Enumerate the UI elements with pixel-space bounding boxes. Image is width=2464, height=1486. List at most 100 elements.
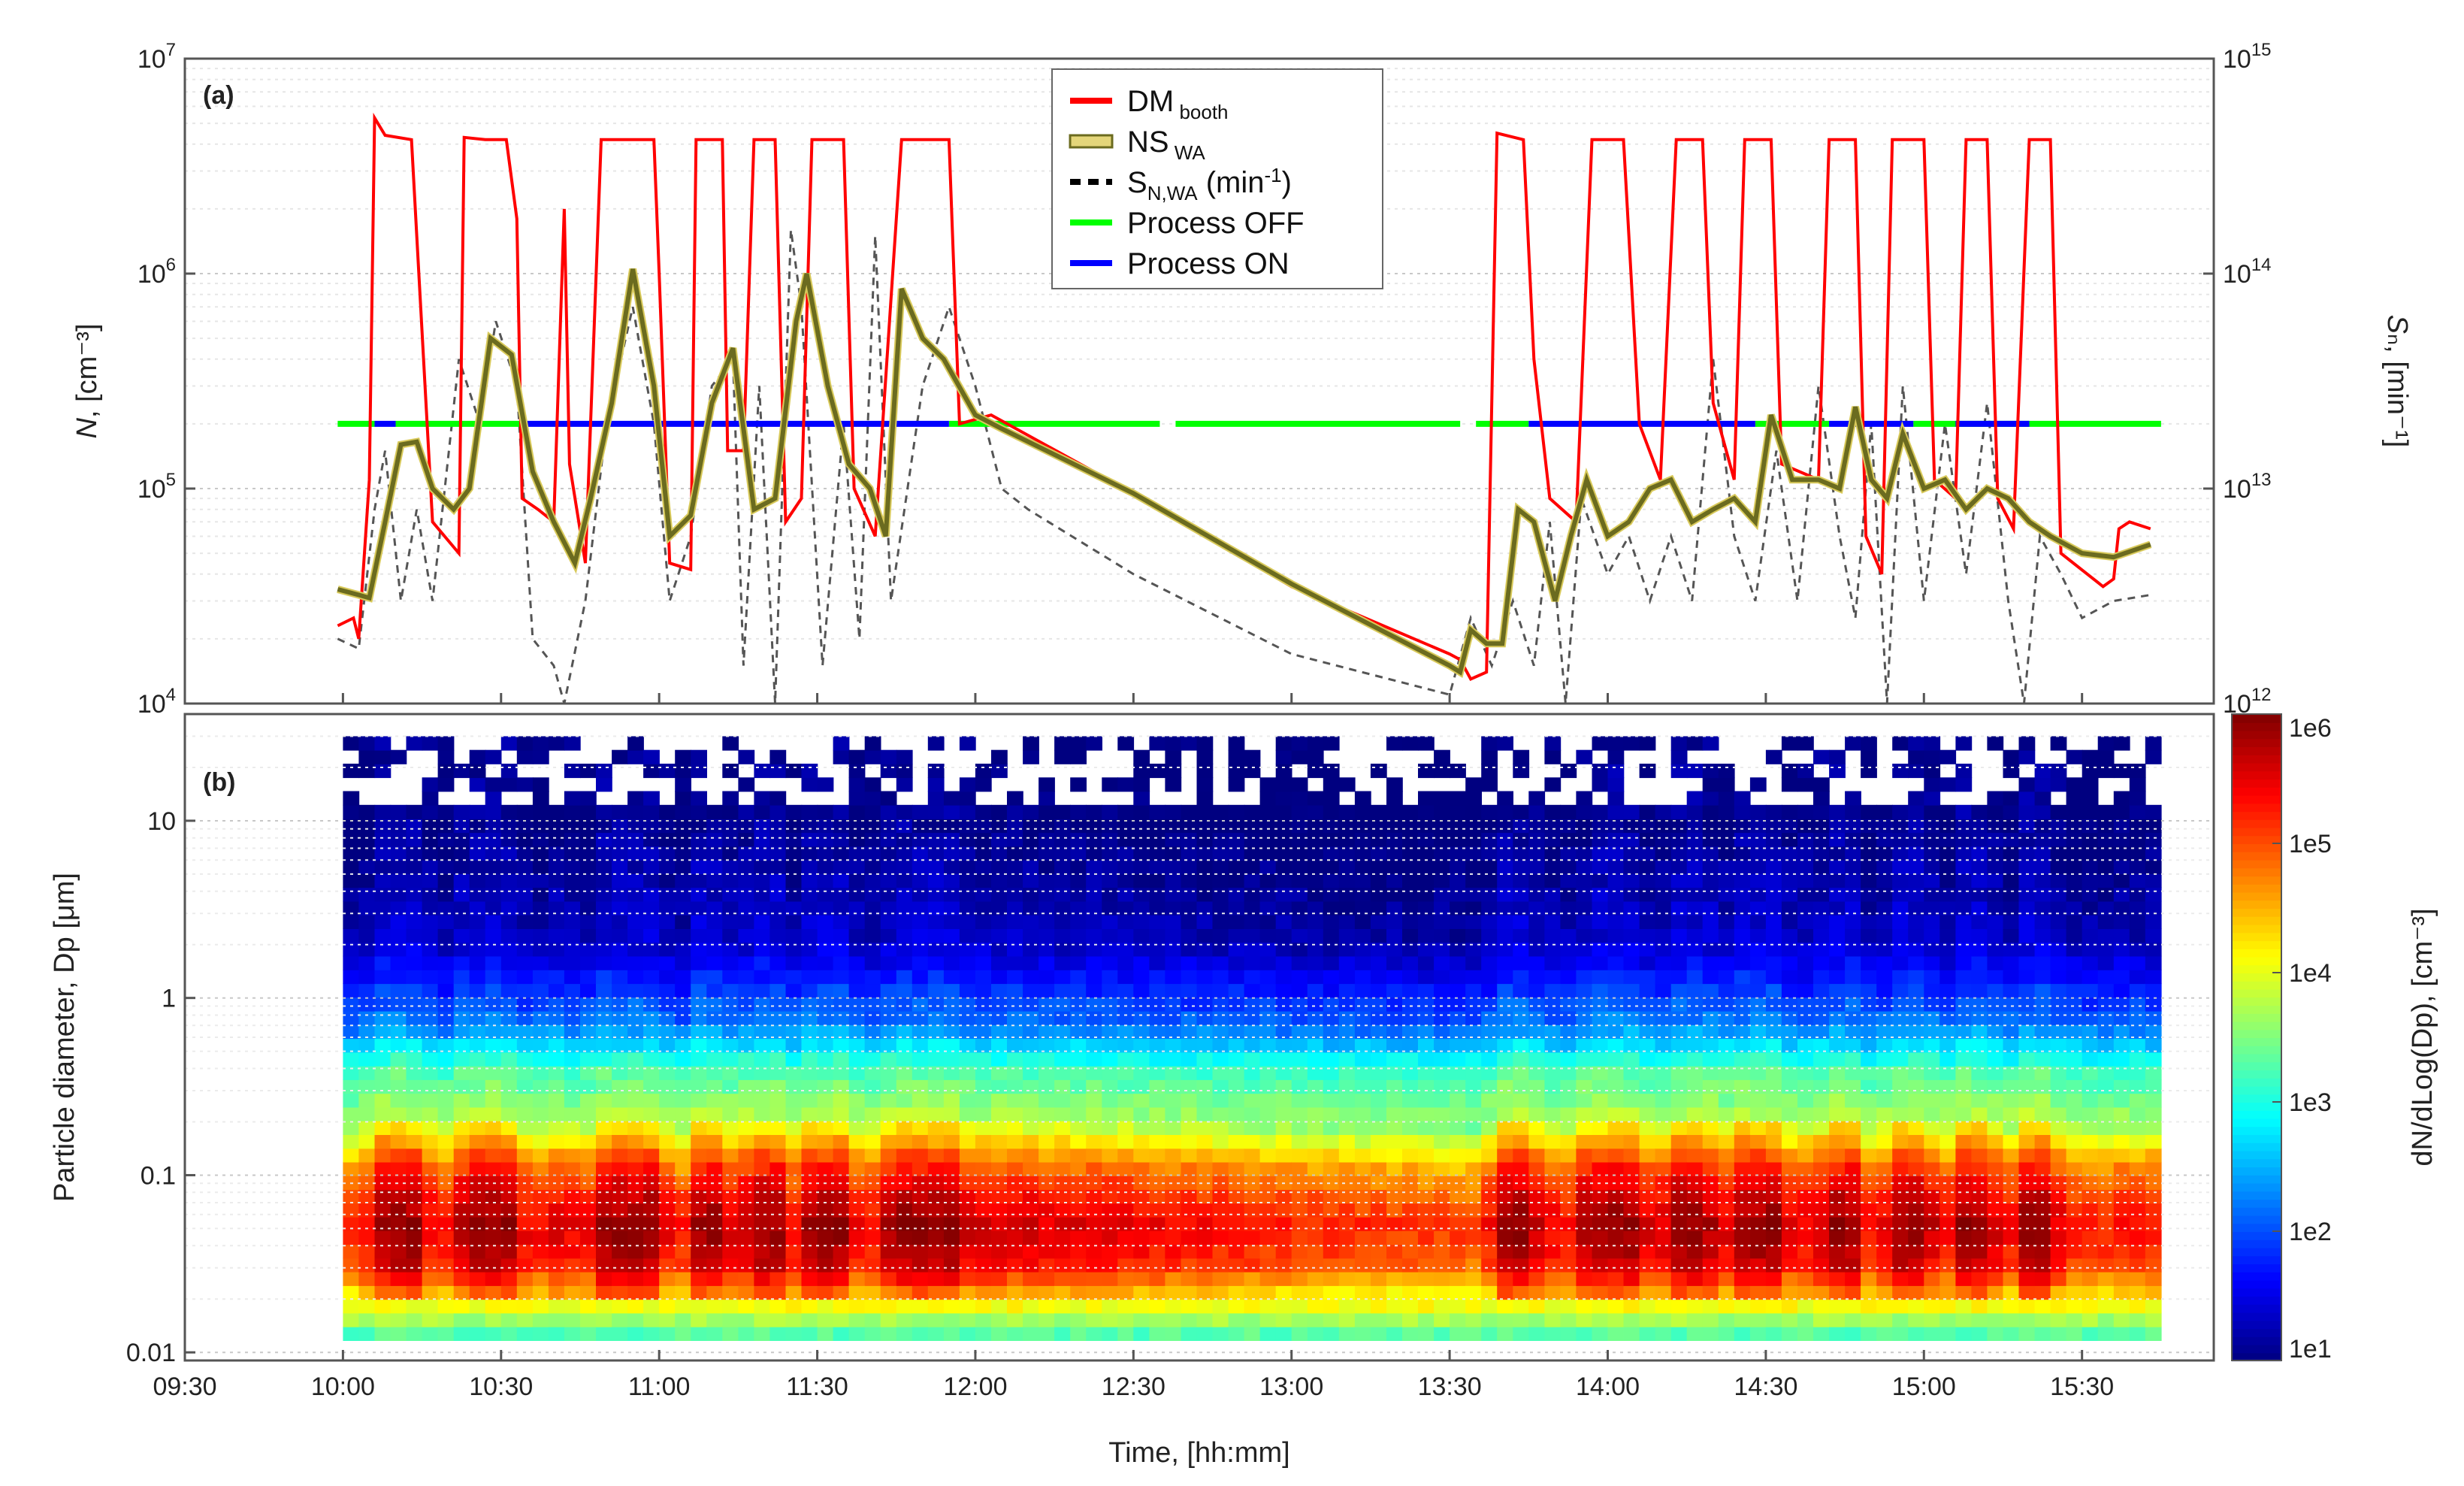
heatmap-cell xyxy=(1765,804,1782,819)
heatmap-cell xyxy=(2145,887,2162,902)
heatmap-cell xyxy=(1418,1161,1435,1176)
heatmap-cell xyxy=(1560,942,1577,957)
heatmap-cell xyxy=(1291,1120,1308,1135)
heatmap-cell xyxy=(1623,736,1640,751)
heatmap-cell xyxy=(390,873,407,888)
heatmap-cell xyxy=(2018,859,2036,874)
heatmap-cell xyxy=(754,791,771,806)
heatmap-cell xyxy=(817,1258,834,1273)
heatmap-cell xyxy=(1039,1093,1055,1108)
heatmap-cell xyxy=(1370,832,1387,847)
heatmap-cell xyxy=(2082,1189,2099,1204)
heatmap-cell xyxy=(516,804,534,819)
heatmap-cell xyxy=(2097,749,2115,764)
heatmap-cell xyxy=(485,942,502,957)
heatmap-cell xyxy=(1465,1134,1482,1149)
heatmap-cell xyxy=(2145,1024,2162,1040)
heatmap-cell xyxy=(1955,983,1973,998)
heatmap-cell xyxy=(817,1299,834,1314)
heatmap-cell xyxy=(1861,1258,1877,1273)
heatmap-cell xyxy=(675,777,691,792)
heatmap-cell xyxy=(848,1203,866,1218)
heatmap-cell xyxy=(817,1120,834,1135)
heatmap-cell xyxy=(532,1079,549,1094)
heatmap-cell xyxy=(1244,1312,1261,1327)
heatmap-cell xyxy=(2003,819,2020,834)
heatmap-cell xyxy=(1607,1052,1625,1067)
heatmap-cell xyxy=(548,1079,565,1094)
heatmap-cell xyxy=(959,1079,976,1094)
heatmap-cell xyxy=(437,777,455,792)
heatmap-cell xyxy=(1655,1271,1672,1286)
heatmap-cell xyxy=(1418,1203,1435,1218)
heatmap-cell xyxy=(1876,914,1893,929)
heatmap-cell xyxy=(769,887,787,902)
heatmap-cell xyxy=(453,955,470,970)
heatmap-cell xyxy=(1908,997,1924,1012)
heatmap-cell xyxy=(1765,1189,1782,1204)
heatmap-cell xyxy=(1987,791,2004,806)
heatmap-cell xyxy=(627,873,644,888)
heatmap-cell xyxy=(2082,873,2099,888)
heatmap-cell xyxy=(1955,832,1973,847)
heatmap-cell xyxy=(1291,859,1308,874)
heatmap-cell xyxy=(548,1010,565,1025)
heatmap-cell xyxy=(1876,1106,1893,1121)
heatmap-cell xyxy=(1702,900,1719,916)
heatmap-cell xyxy=(738,804,755,819)
heatmap-cell xyxy=(864,804,881,819)
heatmap-cell xyxy=(1212,955,1229,970)
heatmap-cell xyxy=(2066,1176,2083,1191)
heatmap-cell xyxy=(1228,997,1245,1012)
heatmap-cell xyxy=(1939,983,1957,998)
heatmap-cell xyxy=(1876,1148,1893,1163)
heatmap-cell xyxy=(1592,928,1609,943)
heatmap-cell xyxy=(927,1244,945,1259)
heatmap-cell xyxy=(1070,1148,1087,1163)
heatmap-cell xyxy=(532,791,549,806)
heatmap-cell xyxy=(1402,1230,1419,1245)
heatmap-cell xyxy=(1939,1038,1957,1053)
heatmap-cell xyxy=(801,873,818,888)
heatmap-cell xyxy=(1876,1258,1893,1273)
x-tick-label: 11:00 xyxy=(628,1373,691,1401)
heatmap-cell xyxy=(1686,887,1704,902)
heatmap-cell xyxy=(754,942,771,957)
heatmap-cell xyxy=(1450,1120,1466,1135)
heatmap-cell xyxy=(880,832,897,847)
heatmap-cell xyxy=(1924,1024,1941,1040)
heatmap-cell xyxy=(1070,928,1087,943)
heatmap-cell xyxy=(2129,1148,2146,1163)
heatmap-cell xyxy=(1544,1079,1562,1094)
heatmap-cell xyxy=(500,873,518,888)
heatmap-cell xyxy=(1829,832,1846,847)
heatmap-cell xyxy=(643,1326,660,1341)
heatmap-cell xyxy=(959,1106,976,1121)
colorbar-segment xyxy=(2232,1271,2281,1281)
heatmap-cell xyxy=(754,1120,771,1135)
heatmap-cell xyxy=(1497,1024,1513,1040)
heatmap-cell xyxy=(864,832,881,847)
heatmap-cell xyxy=(801,1120,818,1135)
heatmap-cell xyxy=(1987,1161,2004,1176)
heatmap-cell xyxy=(691,997,707,1012)
heatmap-cell xyxy=(1338,1176,1356,1191)
heatmap-cell xyxy=(1149,1038,1166,1053)
heatmap-cell xyxy=(1797,1326,1814,1341)
heatmap-cell xyxy=(896,983,913,998)
heatmap-cell xyxy=(1971,914,1988,929)
heatmap-cell xyxy=(1892,914,1909,929)
heatmap-cell xyxy=(358,1093,376,1108)
heatmap-cell xyxy=(564,1189,581,1204)
heatmap-cell xyxy=(991,1312,1008,1327)
heatmap-cell xyxy=(1908,1230,1924,1245)
heatmap-cell xyxy=(1196,1258,1214,1273)
heatmap-cell xyxy=(1607,942,1625,957)
heatmap-cell xyxy=(1023,1230,1039,1245)
heatmap-cell xyxy=(1307,1230,1324,1245)
heatmap-cell xyxy=(422,1326,439,1341)
heatmap-cell xyxy=(1607,1244,1625,1259)
heatmap-cell xyxy=(390,997,407,1012)
heatmap-cell xyxy=(406,1106,423,1121)
heatmap-cell xyxy=(516,1079,534,1094)
